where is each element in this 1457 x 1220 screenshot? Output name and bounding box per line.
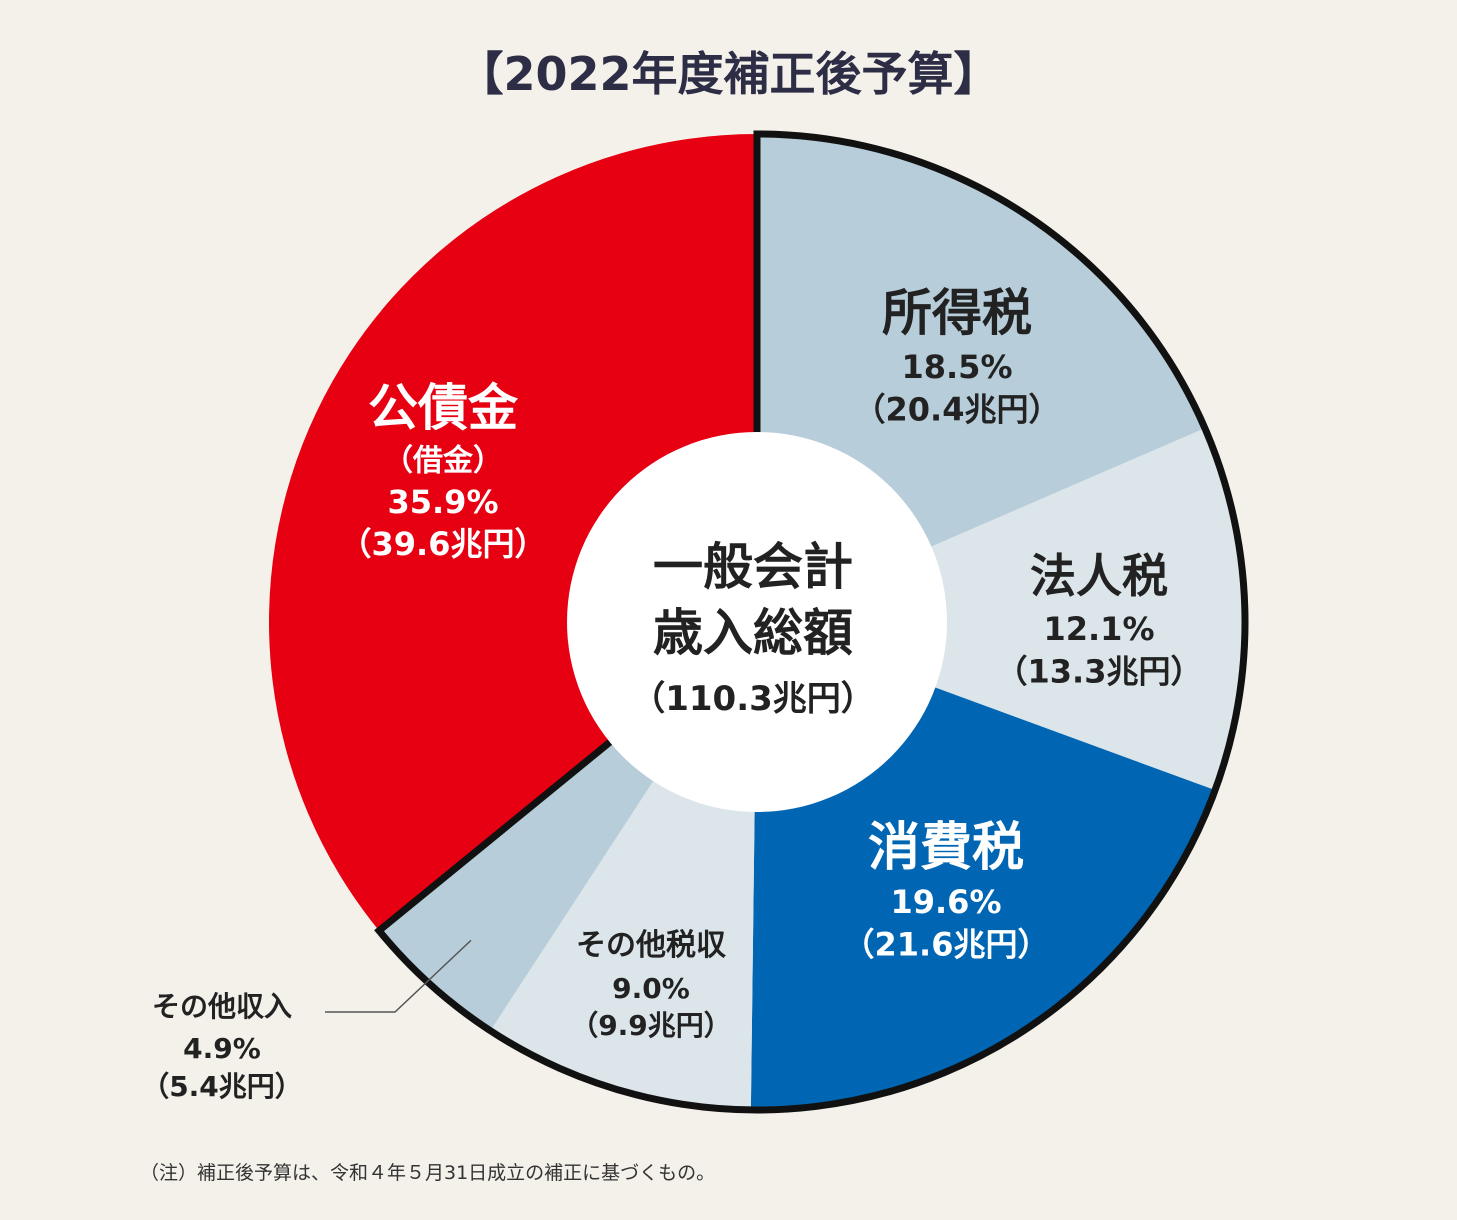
pie-slice-5 xyxy=(269,134,757,931)
footnote: （注）補正後予算は、令和４年５月31日成立の補正に基づくもの。 xyxy=(140,1162,716,1184)
slice-amount-1: （13.3兆円） xyxy=(996,652,1203,690)
leader-line-4 xyxy=(325,939,472,1013)
center-hole xyxy=(567,432,947,812)
slice-percent-0: 18.5% xyxy=(901,348,1012,386)
pie-slice-1 xyxy=(757,428,1245,791)
slice-name-0: 所得税 xyxy=(882,284,1032,342)
slice-name-5: 公債金 xyxy=(368,379,519,437)
slice-percent-5: 35.9% xyxy=(387,483,498,521)
slice-percent-2: 19.6% xyxy=(890,883,1001,921)
slice-subname-5: （借金） xyxy=(383,444,503,479)
slice-name-3: その他税収 xyxy=(576,928,727,963)
tax-revenue-outline xyxy=(374,130,1249,1114)
center-label-line2: 歳入総額 xyxy=(653,604,853,662)
slice-percent-1: 12.1% xyxy=(1043,610,1154,648)
slice-name-2: 消費税 xyxy=(868,818,1024,878)
center-label-line1: 一般会計 xyxy=(653,538,853,596)
slice-amount-4: （5.4兆円） xyxy=(141,1070,303,1103)
center-total-amount: （110.3兆円） xyxy=(631,679,875,719)
slice-percent-3: 9.0% xyxy=(612,972,690,1005)
slice-amount-3: （9.9兆円） xyxy=(570,1009,732,1042)
slice-name-1: 法人税 xyxy=(1030,549,1168,603)
slice-amount-2: （21.6兆円） xyxy=(843,925,1050,963)
chart-title: 【2022年度補正後予算】 xyxy=(457,47,1000,101)
slice-percent-4: 4.9% xyxy=(183,1032,261,1065)
slice-name-4: その他収入 xyxy=(152,990,292,1023)
slice-amount-0: （20.4兆円） xyxy=(854,390,1061,428)
slice-amount-5: （39.6兆円） xyxy=(340,525,547,563)
